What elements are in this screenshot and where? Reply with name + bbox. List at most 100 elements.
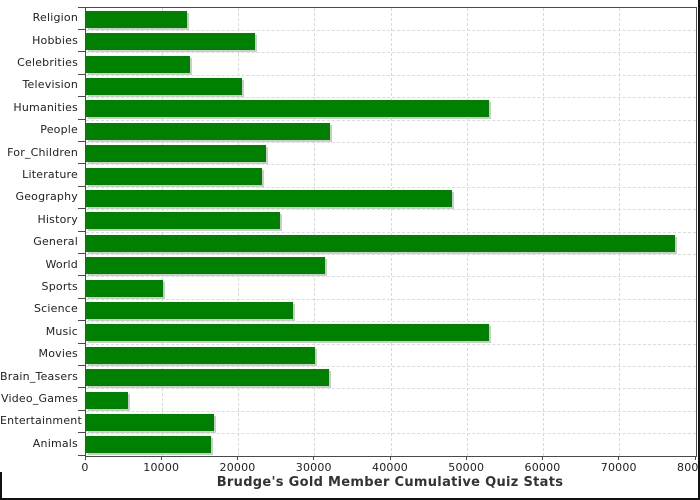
bar-celebrities: [86, 55, 191, 73]
y-axis-tick: [78, 409, 85, 411]
category-label: Literature: [22, 168, 78, 181]
x-tick-label: 20000: [219, 461, 256, 474]
x-tick-label: 40000: [372, 461, 408, 474]
bar-hobbies: [86, 33, 256, 51]
x-axis-tick: [694, 456, 696, 460]
category-gridline: [86, 365, 696, 367]
category-label: Entertainment: [0, 414, 82, 428]
bar-religion: [86, 10, 187, 28]
bar-science: [86, 301, 293, 319]
bar-general: [86, 234, 675, 252]
y-axis-tick: [78, 163, 85, 165]
category-label: History: [37, 212, 78, 226]
category-label: Celebrities: [17, 56, 78, 69]
bar-world: [86, 257, 326, 275]
y-axis-tick: [78, 364, 85, 366]
category-gridline: [86, 388, 696, 390]
x-tick-label: 80000: [677, 461, 699, 474]
y-axis-tick: [78, 252, 85, 254]
bar-humanities: [86, 100, 489, 118]
x-axis-tick: [313, 456, 315, 460]
category-gridline: [86, 231, 696, 233]
category-label: Humanities: [13, 100, 78, 114]
bar-geography: [86, 189, 452, 207]
category-gridline: [86, 343, 696, 345]
bar-television: [86, 77, 242, 95]
category-gridline: [86, 276, 696, 278]
bar-sports: [86, 279, 163, 297]
y-axis-tick: [78, 96, 85, 98]
category-label: Science: [33, 302, 78, 316]
category-gridline: [86, 29, 696, 31]
category-label: World: [45, 257, 78, 271]
x-axis-tick: [160, 456, 162, 460]
category-label: Animals: [32, 436, 78, 450]
x-axis-tick: [237, 456, 238, 460]
category-gridline: [86, 164, 696, 166]
x-tick-label: 30000: [295, 461, 332, 474]
plot-area: [85, 7, 697, 457]
category-gridline: [86, 186, 696, 188]
category-label: Movies: [38, 347, 78, 361]
x-axis-tick: [465, 456, 467, 460]
bar-for_children: [86, 145, 266, 163]
category-gridline: [86, 141, 696, 143]
bar-music: [86, 324, 490, 342]
category-label: Religion: [32, 11, 78, 25]
y-axis-tick: [78, 432, 85, 434]
category-gridline: [86, 253, 696, 255]
category-label: People: [40, 123, 78, 137]
bar-literature: [86, 167, 263, 185]
category-gridline: [86, 321, 696, 323]
bar-entertainment: [86, 413, 215, 431]
category-label: Hobbies: [32, 33, 78, 47]
category-gridline: [86, 298, 696, 300]
category-label: Geography: [15, 190, 78, 204]
y-axis-tick: [78, 320, 85, 322]
y-axis-tick: [78, 208, 85, 210]
y-axis-tick: [78, 118, 85, 120]
x-axis-tick: [542, 456, 543, 460]
bar-movies: [86, 346, 315, 364]
y-axis-tick: [78, 73, 85, 75]
bar-video_games: [86, 391, 128, 409]
y-axis-tick: [78, 342, 85, 344]
category-gridline: [86, 433, 696, 435]
y-axis-tick: [78, 185, 85, 187]
y-axis-tick: [78, 6, 85, 8]
category-label: Music: [45, 324, 78, 338]
y-axis-tick: [78, 28, 85, 30]
y-axis-tick: [78, 140, 85, 142]
y-axis-tick: [78, 51, 85, 53]
x-tick-label: 50000: [448, 461, 485, 474]
x-tick-label: 70000: [600, 461, 637, 474]
category-label: Television: [22, 78, 78, 92]
bar-brain_teasers: [86, 369, 330, 387]
bar-people: [86, 122, 330, 140]
chart-title: Brudge's Gold Member Cumulative Quiz Sta…: [216, 475, 564, 490]
frame-edge: [0, 472, 2, 498]
x-tick-label: 10000: [143, 461, 180, 474]
y-axis-tick: [78, 387, 85, 389]
category-gridline: [86, 119, 696, 121]
category-gridline: [86, 52, 696, 54]
bar-history: [86, 212, 280, 230]
x-tick-label: 60000: [524, 461, 561, 474]
y-axis-tick: [78, 230, 85, 232]
bar-animals: [86, 436, 212, 454]
category-label: Video_Games: [1, 392, 78, 405]
category-gridline: [86, 209, 696, 211]
category-label: Brain_Teasers: [0, 369, 79, 383]
category-gridline: [86, 410, 696, 412]
category-gridline: [86, 97, 696, 99]
x-axis-tick: [618, 456, 620, 460]
y-axis-tick: [78, 297, 85, 299]
category-label: General: [33, 235, 78, 249]
x-axis-tick: [389, 456, 391, 460]
y-axis-tick: [78, 454, 85, 456]
category-label: Sports: [41, 280, 78, 293]
x-tick-label: 0: [81, 461, 89, 474]
y-axis-tick: [78, 275, 85, 277]
category-gridline: [86, 74, 696, 76]
category-label: For_Children: [7, 145, 78, 159]
